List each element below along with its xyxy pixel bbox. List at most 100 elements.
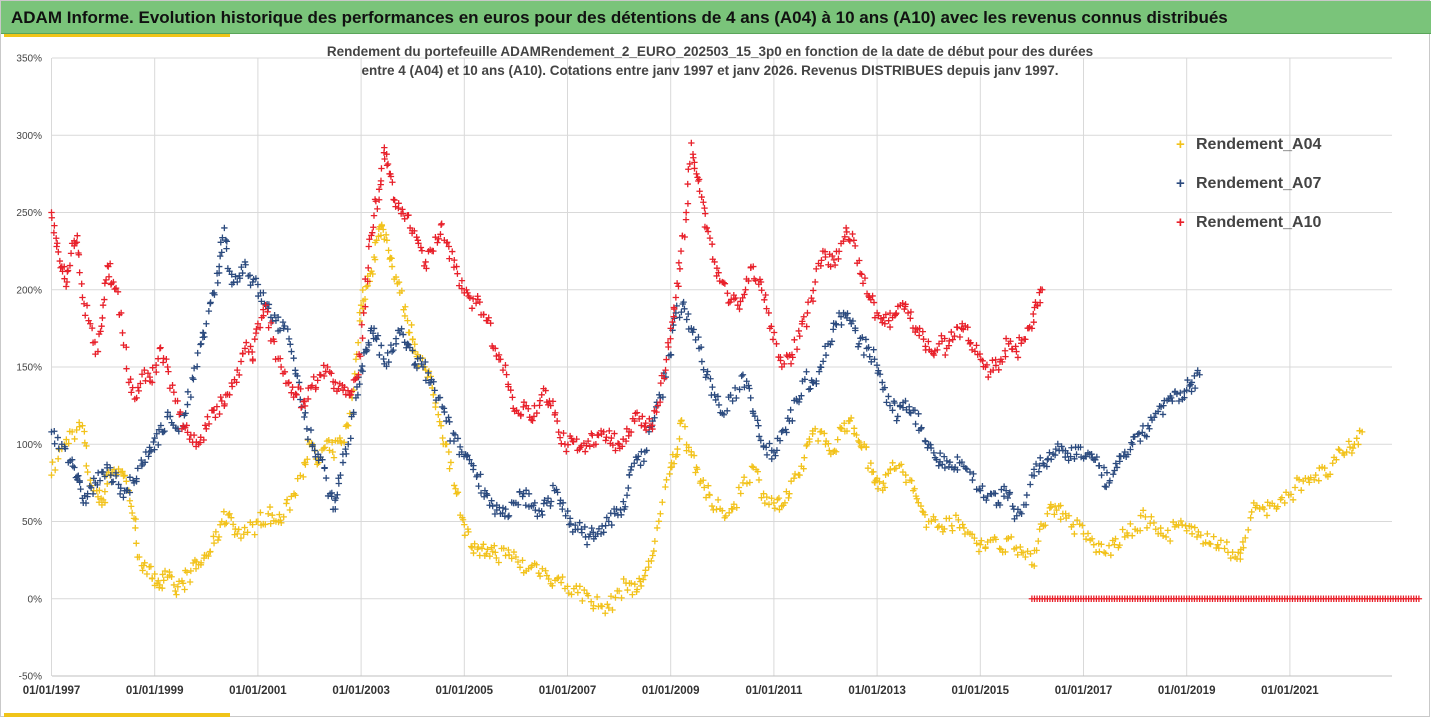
data-point-plus-icon [350, 409, 357, 416]
data-point-plus-icon [1150, 414, 1158, 421]
data-point-plus-icon [732, 294, 739, 302]
data-point-plus-icon [1281, 499, 1288, 507]
data-point-plus-icon [1027, 481, 1034, 488]
data-point-plus-icon [930, 449, 938, 457]
data-point-plus-icon [871, 356, 878, 363]
data-point-plus-icon [811, 278, 819, 286]
data-point-plus-icon [204, 413, 211, 420]
data-point-plus-icon [520, 490, 527, 497]
data-point-plus-icon [434, 239, 441, 246]
data-point-plus-icon [655, 518, 663, 525]
data-point-plus-icon [672, 294, 680, 301]
data-point-plus-icon [1146, 425, 1153, 432]
data-point-plus-icon [559, 573, 566, 581]
data-point-plus-icon [736, 386, 743, 393]
data-point-plus-icon [207, 548, 214, 555]
data-point-plus-icon [1183, 386, 1190, 394]
data-point-plus-icon [1013, 544, 1020, 552]
data-point-plus-icon [405, 341, 412, 348]
data-point-plus-icon [1184, 376, 1191, 384]
data-point-plus-icon [576, 519, 583, 526]
data-point-plus-icon [235, 371, 243, 379]
data-point-plus-icon [192, 565, 200, 572]
data-point-plus-icon [822, 351, 830, 359]
data-point-plus-icon [249, 521, 256, 528]
x-tick-label: 01/01/2009 [642, 685, 700, 697]
data-point-plus-icon [727, 391, 734, 399]
data-point-plus-icon [96, 477, 104, 484]
data-point-plus-icon [504, 513, 512, 521]
data-point-plus-icon [172, 587, 179, 595]
data-point-plus-icon [385, 358, 392, 366]
data-point-plus-icon [77, 485, 84, 493]
data-point-plus-icon [165, 368, 172, 375]
data-point-plus-icon [678, 308, 685, 316]
data-point-plus-icon [497, 356, 504, 363]
data-point-plus-icon [465, 528, 472, 536]
data-point-plus-icon [67, 250, 75, 257]
data-point-plus-icon [301, 402, 309, 410]
data-point-plus-icon [277, 363, 285, 371]
data-point-plus-icon [688, 139, 695, 147]
data-point-plus-icon [265, 324, 272, 331]
data-point-plus-icon [1022, 553, 1029, 561]
data-point-plus-icon [564, 441, 572, 448]
data-point-plus-icon [214, 279, 221, 287]
data-point-plus-icon [279, 318, 287, 326]
data-point-plus-icon [798, 392, 805, 399]
data-point-plus-icon [1031, 562, 1038, 570]
data-point-plus-icon [879, 379, 886, 386]
data-point-plus-icon [683, 316, 690, 323]
data-point-plus-icon [254, 320, 262, 327]
data-point-plus-icon [916, 325, 923, 332]
data-point-plus-icon [357, 302, 365, 309]
data-point-plus-icon [855, 437, 862, 445]
data-point-plus-icon [48, 214, 56, 221]
data-point-plus-icon [358, 321, 366, 328]
data-point-plus-icon [387, 341, 395, 349]
data-point-plus-icon [1129, 441, 1136, 448]
data-point-plus-icon [1068, 444, 1075, 451]
data-point-plus-icon [936, 449, 944, 457]
data-point-plus-icon [446, 465, 453, 472]
data-point-plus-icon [1349, 444, 1357, 452]
data-point-plus-icon [1035, 468, 1043, 475]
data-point-plus-icon [411, 341, 418, 348]
data-point-plus-icon [668, 463, 676, 471]
data-point-plus-icon [773, 447, 781, 454]
data-point-plus-icon [183, 422, 190, 429]
data-point-plus-icon [907, 315, 914, 322]
data-point-plus-icon [1100, 549, 1108, 556]
data-point-plus-icon [875, 367, 882, 374]
data-point-plus-icon [159, 571, 166, 578]
data-point-plus-icon [799, 318, 806, 325]
data-point-plus-icon [973, 342, 980, 349]
data-point-plus-icon [836, 424, 844, 431]
data-point-plus-icon [320, 362, 327, 369]
data-point-plus-icon [55, 248, 62, 256]
data-point-plus-icon [690, 326, 697, 333]
data-point-plus-icon [1030, 472, 1038, 479]
data-point-plus-icon [395, 278, 403, 286]
data-point-plus-icon [864, 465, 872, 472]
data-point-plus-icon [127, 375, 134, 383]
data-point-plus-icon [786, 490, 793, 497]
data-point-plus-icon [646, 415, 653, 423]
data-point-plus-icon [608, 434, 615, 442]
x-tick-label: 01/01/2003 [332, 685, 390, 697]
data-point-plus-icon [374, 332, 382, 339]
data-point-plus-icon [883, 399, 890, 406]
data-point-plus-icon [311, 447, 318, 454]
data-point-plus-icon [714, 496, 722, 504]
data-point-plus-icon [1355, 441, 1362, 448]
data-point-plus-icon [670, 304, 678, 311]
data-point-plus-icon [700, 366, 707, 373]
data-point-plus-icon [611, 430, 618, 437]
data-point-plus-icon [733, 394, 740, 402]
data-point-plus-icon [104, 480, 111, 488]
legend-marker-plus-icon: + [1176, 214, 1185, 231]
data-point-plus-icon [690, 452, 698, 459]
data-point-plus-icon [1014, 551, 1021, 559]
data-point-plus-icon [84, 490, 91, 497]
data-point-plus-icon [384, 349, 391, 357]
